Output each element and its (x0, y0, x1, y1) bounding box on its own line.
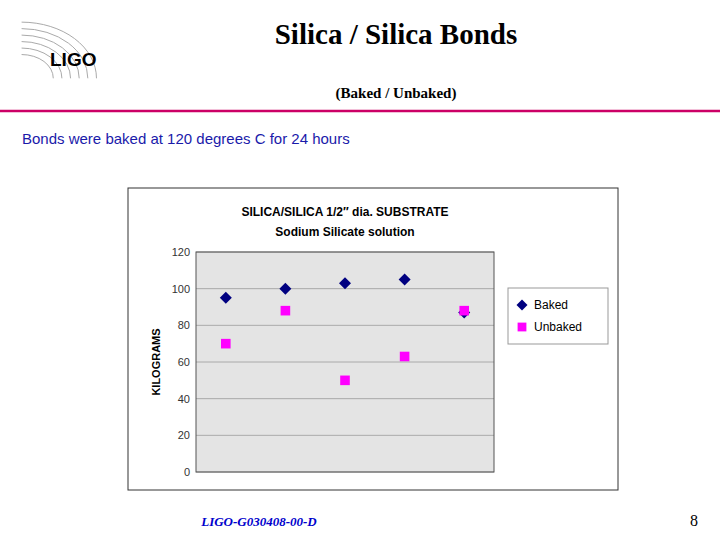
chart-subtitle: Sodium Silicate solution (275, 225, 414, 239)
y-tick-label: 100 (172, 283, 190, 295)
grid-line (196, 435, 494, 436)
chart-border (128, 188, 618, 490)
y-tick-label: 0 (184, 466, 190, 478)
y-tick-label: 60 (178, 356, 190, 368)
point (400, 352, 410, 362)
point (458, 307, 470, 319)
legend-label: Baked (534, 298, 568, 312)
y-tick-label: 80 (178, 319, 190, 331)
divider (0, 110, 720, 113)
title: Silica / Silica Bonds (275, 18, 518, 50)
slide: LIGO Silica / Silica Bonds (Baked / Unbake… (0, 0, 720, 540)
y-tick-label: 40 (178, 393, 190, 405)
logo-text: LIGO (50, 49, 96, 70)
logo-arc (22, 55, 54, 79)
annotation: Bonds were baked at 120 degrees C for 24… (22, 130, 350, 147)
y-tick-label: 20 (178, 429, 190, 441)
page-number: 8 (690, 512, 698, 529)
plot-frame (196, 252, 494, 472)
chart-title: SILICA/SILICA 1/2″ dia. SUBSTRATE (241, 205, 448, 219)
legend (508, 288, 608, 344)
logo-arc (22, 22, 97, 78)
grid-line (196, 362, 494, 363)
point (221, 339, 231, 349)
footer: LIGO-G030408-00-D (200, 514, 317, 529)
grid-line (196, 398, 494, 399)
point (459, 306, 469, 316)
point (281, 306, 291, 316)
subtitle: (Baked / Unbaked) (336, 85, 457, 102)
plot-area (196, 252, 494, 472)
marks (220, 274, 470, 386)
point (339, 277, 351, 289)
legend-marker (517, 300, 528, 311)
legend-marker (518, 323, 527, 332)
legend-label: Unbaked (534, 320, 582, 334)
point (279, 283, 291, 295)
y-axis-label: KILOGRAMS (150, 328, 162, 395)
y-tick-label: 120 (172, 246, 190, 258)
point (220, 292, 232, 304)
background (0, 0, 720, 540)
grid-line (196, 325, 494, 326)
point (399, 274, 411, 286)
point (340, 376, 350, 386)
